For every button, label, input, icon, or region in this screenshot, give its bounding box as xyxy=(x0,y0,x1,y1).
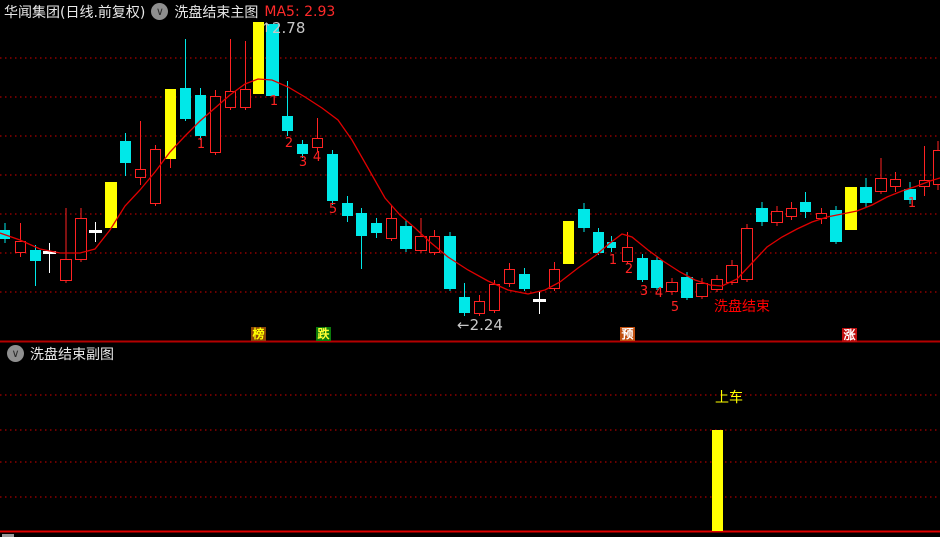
candle-up xyxy=(312,138,323,148)
candle-down xyxy=(342,203,353,216)
count-label: 1 xyxy=(908,196,916,211)
signal-text: 洗盘结束 xyxy=(714,298,770,315)
candle-up xyxy=(622,247,633,262)
candle-up xyxy=(741,228,753,280)
candle-down xyxy=(830,210,842,242)
candle-signal xyxy=(105,182,117,228)
candle-up xyxy=(15,241,26,253)
candle-up xyxy=(240,89,251,108)
candle-down xyxy=(860,187,872,203)
indicator-name[interactable]: 洗盘结束主图 xyxy=(174,4,259,21)
candle-up xyxy=(415,236,427,251)
candle-down xyxy=(282,116,293,131)
tag-forecast[interactable]: 预 xyxy=(620,327,635,341)
candle-down xyxy=(297,144,308,154)
candle-down xyxy=(459,297,470,313)
high-price-label: 2.78 xyxy=(272,19,305,37)
candle-doji xyxy=(533,299,546,302)
candle-signal xyxy=(845,187,857,230)
candle-down xyxy=(904,189,916,200)
candle-up xyxy=(771,211,783,223)
count-label: 1 xyxy=(609,253,617,268)
candle-up xyxy=(696,283,708,297)
candle-up xyxy=(429,236,440,253)
ma5-value: MA5: 2.93 xyxy=(264,3,336,20)
count-label: 1 xyxy=(270,94,278,109)
candle-up xyxy=(60,259,72,281)
stock-title: 华闻集团(日线.前复权) xyxy=(4,4,146,21)
candle-signal xyxy=(253,22,264,94)
candle-up xyxy=(135,169,146,178)
count-label: 4 xyxy=(655,286,663,301)
candle-up xyxy=(875,178,887,192)
low-price-label: ←2.24 xyxy=(457,316,503,334)
sub-indicator-name[interactable]: 洗盘结束副图 xyxy=(30,346,114,363)
candle-down xyxy=(400,226,412,249)
candle-up xyxy=(666,282,678,292)
candle-down xyxy=(651,260,663,288)
count-label: 3 xyxy=(640,284,648,299)
candle-down xyxy=(519,274,530,289)
candle-down xyxy=(327,154,338,201)
candle-down xyxy=(681,277,693,298)
candle-up xyxy=(549,269,560,289)
candle-up xyxy=(75,218,87,260)
count-label: 5 xyxy=(671,300,679,315)
tag-rise[interactable]: 涨 xyxy=(842,328,857,342)
candle-signal xyxy=(165,89,176,159)
candle-up xyxy=(474,301,485,314)
scrollbar-fragment xyxy=(2,534,14,537)
count-label: 3 xyxy=(299,155,307,170)
tag-fall[interactable]: 跌 xyxy=(316,327,331,341)
candle-down xyxy=(637,258,648,280)
candle-doji xyxy=(89,230,102,233)
candle-down xyxy=(371,223,382,233)
candle-doji xyxy=(43,251,56,254)
tag-rank[interactable]: 榜 xyxy=(251,327,266,341)
candle-signal xyxy=(563,221,574,264)
high-price-arrow: ↑ xyxy=(261,21,272,36)
candle-down xyxy=(578,209,590,228)
candle-up xyxy=(504,269,515,284)
candle-down xyxy=(120,141,131,163)
candle-down xyxy=(195,95,206,136)
candle-up xyxy=(210,96,221,153)
candle-up xyxy=(890,179,901,187)
candle-up xyxy=(933,150,940,185)
candle-down xyxy=(756,208,768,222)
count-label: 2 xyxy=(285,136,293,151)
count-label: 5 xyxy=(329,202,337,217)
candle-down xyxy=(593,232,604,253)
candle-down xyxy=(30,250,41,261)
candle-down xyxy=(607,242,616,248)
chevron-down-icon[interactable]: ∨ xyxy=(151,3,169,20)
candle-up xyxy=(489,284,500,311)
candle-down xyxy=(180,88,191,119)
count-label: 1 xyxy=(197,137,205,152)
sub-chart-header: ∨ 洗盘结束副图 xyxy=(7,344,114,363)
candle-up xyxy=(386,218,397,239)
chevron-down-icon[interactable]: ∨ xyxy=(7,345,24,362)
count-label: 4 xyxy=(313,150,321,165)
candle-up xyxy=(726,265,738,283)
candle-up xyxy=(786,208,797,217)
board-signal-label: 上车 xyxy=(715,389,743,406)
candle-down xyxy=(356,213,367,236)
count-label: 2 xyxy=(625,262,633,277)
ma5-line xyxy=(0,78,940,295)
signal-bar xyxy=(712,430,723,531)
candle-up xyxy=(711,279,723,290)
main-chart-header: 华闻集团(日线.前复权) ∨ 洗盘结束主图 MA5: 2.93 xyxy=(4,2,335,21)
candle-down xyxy=(800,202,811,212)
candle-down xyxy=(266,24,279,96)
candle-down xyxy=(444,236,456,289)
